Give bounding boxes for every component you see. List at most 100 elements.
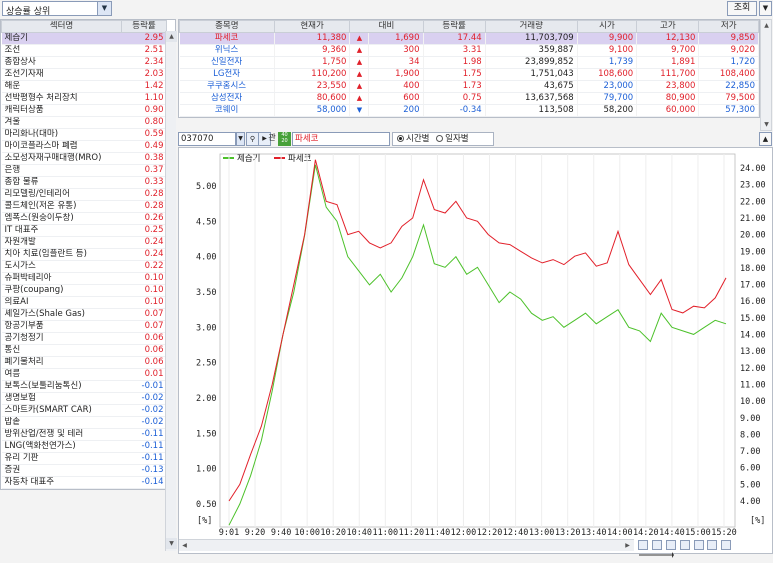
sector-row[interactable]: 유리 기판 -0.11 <box>1 452 167 465</box>
col-header-sector[interactable]: 섹터명 <box>1 20 122 33</box>
collapse-up-icon[interactable]: ▲ <box>759 132 772 146</box>
chart-horizontal-scrollbar[interactable]: ◀ ▶ <box>179 539 634 551</box>
sector-row[interactable]: 조선 2.51 <box>1 44 167 57</box>
sector-row[interactable]: 제습기 2.95 <box>1 32 167 45</box>
sector-row[interactable]: 선박평형수 처리장치 1.10 <box>1 92 167 105</box>
col-header-price[interactable]: 현재가 <box>273 20 351 33</box>
sector-row[interactable]: 보톡스(보툴리눔톡신) -0.01 <box>1 380 167 393</box>
sector-row[interactable]: 항공기부품 0.07 <box>1 320 167 333</box>
chevron-down-icon[interactable]: ▼ <box>236 132 245 146</box>
stock-low: 22,850 <box>698 80 759 93</box>
radio-day[interactable] <box>436 135 444 142</box>
sector-row[interactable]: 종합 물류 0.33 <box>1 176 167 189</box>
sector-rate: 0.10 <box>121 296 167 309</box>
left-axis-unit: [%] <box>197 516 212 526</box>
sector-row[interactable]: 해운 1.42 <box>1 80 167 93</box>
radio-time[interactable] <box>397 135 404 142</box>
search-button[interactable]: 조회 <box>727 1 757 16</box>
sector-row[interactable]: 증권 -0.13 <box>1 464 167 477</box>
sector-rate: 0.06 <box>121 356 167 369</box>
radio-day-label[interactable]: 일자별 <box>445 134 469 144</box>
stock-row[interactable]: 삼성전자 80,600 ▲ 600 0.75 13,637,568 79,700 80,900… <box>179 92 759 105</box>
sector-row[interactable]: 종합상사 2.34 <box>1 56 167 69</box>
sector-row[interactable]: 통신 0.06 <box>1 344 167 357</box>
sector-row[interactable]: 자원개발 0.24 <box>1 236 167 249</box>
col-header-change[interactable]: 대비 <box>349 20 424 33</box>
sector-row[interactable]: 밥솥 -0.02 <box>1 416 167 429</box>
sector-row[interactable]: 치아 치료(임플란트 등) 0.24 <box>1 248 167 261</box>
sector-row[interactable]: 의료AI 0.10 <box>1 296 167 309</box>
stock-row[interactable]: 코웨이 58,000 ▼ 200 -0.34 113,508 58,200 60,000 57,… <box>179 104 759 117</box>
sector-name: 유리 기판 <box>1 452 122 465</box>
stock-code-input[interactable]: 037070 <box>178 132 236 146</box>
sector-row[interactable]: 마이코플라스마 폐렴 0.49 <box>1 140 167 153</box>
chart-type-icon[interactable]: 40 20 <box>278 132 291 146</box>
stock-low: 57,300 <box>698 104 759 117</box>
play-icon[interactable] <box>638 540 648 550</box>
sector-row[interactable]: 폐기물처리 0.06 <box>1 356 167 369</box>
sector-row[interactable]: 캐릭터상품 0.90 <box>1 104 167 117</box>
col-header-stock-name[interactable]: 종목명 <box>179 20 275 33</box>
sector-row[interactable]: LNG(액화천연가스) -0.11 <box>1 440 167 453</box>
sector-row[interactable]: 셰일가스(Shale Gas) 0.07 <box>1 308 167 321</box>
left-axis-tick: 1.00 <box>196 465 216 475</box>
right-axis-tick: 7.00 <box>740 447 760 457</box>
scroll-down-icon[interactable]: ▼ <box>764 121 769 128</box>
sector-row[interactable]: 쿠팡(coupang) 0.10 <box>1 284 167 297</box>
sector-row[interactable]: 은행 0.37 <box>1 164 167 177</box>
col-header-rate[interactable]: 등락률 <box>121 20 167 33</box>
arrow-line-icon[interactable] <box>638 550 674 560</box>
sector-row[interactable]: 마리화나(대마) 0.59 <box>1 128 167 141</box>
sector-rate: 0.24 <box>121 236 167 249</box>
magnifier-icon[interactable] <box>693 540 704 550</box>
sector-row[interactable]: 도시가스 0.22 <box>1 260 167 273</box>
gwan-button[interactable]: 관 <box>268 133 276 142</box>
stock-name-field[interactable]: 파세코 <box>292 132 390 146</box>
zoom-out-icon[interactable] <box>679 540 690 550</box>
comparison-chart: 제습기 파세코 5.00 4.50 4.00 3.50 3.00 2.50 2.00 1.50 1… <box>178 147 773 554</box>
scroll-up-icon[interactable]: ▲ <box>166 31 177 42</box>
sector-row[interactable]: 엠폭스(원숭이두창) 0.26 <box>1 212 167 225</box>
stock-row[interactable]: 신일전자 1,750 ▲ 34 1.98 23,899,852 1,739 1,891 1,72… <box>179 56 759 69</box>
stock-row[interactable]: 위닉스 9,360 ▲ 300 3.31 359,887 9,100 9,700 9,020 <box>179 44 759 57</box>
sector-row[interactable]: 콜드체인(저온 유통) 0.28 <box>1 200 167 213</box>
col-header-open[interactable]: 시가 <box>576 20 638 33</box>
play-icon[interactable]: ▶ <box>258 132 271 146</box>
radio-time-label[interactable]: 시간별 <box>406 134 430 144</box>
list-icon[interactable] <box>707 540 718 550</box>
col-header-low[interactable]: 저가 <box>698 20 759 33</box>
stock-table-scrollbar[interactable]: ▲ ▼ <box>760 19 772 131</box>
chevron-down-icon[interactable]: ▼ <box>97 2 111 15</box>
menu-dropdown-button[interactable]: ▼ <box>759 1 772 16</box>
sector-row[interactable]: 겨울 0.80 <box>1 116 167 129</box>
sector-row[interactable]: 자동차 대표주 -0.14 <box>1 476 167 489</box>
sector-row[interactable]: 방위산업/전쟁 및 테러 -0.11 <box>1 428 167 441</box>
sector-row[interactable]: 리모델링/인테리어 0.28 <box>1 188 167 201</box>
sector-name: 콜드체인(저온 유통) <box>1 200 122 213</box>
stock-row[interactable]: LG전자 110,200 ▲ 1,900 1.75 1,751,043 108,600 111… <box>179 68 759 81</box>
scroll-down-icon[interactable]: ▼ <box>166 538 177 549</box>
sector-row[interactable]: 공기청정기 0.06 <box>1 332 167 345</box>
scroll-right-icon[interactable]: ▶ <box>625 542 630 549</box>
filter-select[interactable]: 상승률 상위 ▼ <box>2 1 112 17</box>
sector-row[interactable]: 여름 0.01 <box>1 368 167 381</box>
sector-row[interactable]: 조선기자재 2.03 <box>1 68 167 81</box>
sector-row[interactable]: 생명보험 -0.02 <box>1 392 167 405</box>
sector-row[interactable]: 스마트카(SMART CAR) -0.02 <box>1 404 167 417</box>
sector-row[interactable]: 슈퍼박테리아 0.10 <box>1 272 167 285</box>
zoom-in-icon[interactable] <box>651 540 662 550</box>
col-header-volume[interactable]: 거래량 <box>484 20 578 33</box>
sector-name: 제습기 <box>1 32 122 45</box>
stock-row[interactable]: 쿠쿠홈시스 23,550 ▲ 400 1.73 43,675 23,000 23,800 22,… <box>179 80 759 93</box>
stock-row[interactable]: 파세코 11,380 ▲ 1,690 17.44 11,703,709 9,900 12,13… <box>179 32 759 45</box>
sector-row[interactable]: IT 대표주 0.25 <box>1 224 167 237</box>
pen-icon[interactable] <box>665 540 676 550</box>
scroll-up-icon[interactable]: ▲ <box>764 22 769 29</box>
col-header-high[interactable]: 고가 <box>636 20 700 33</box>
settings-icon[interactable] <box>721 540 732 550</box>
col-header-rate[interactable]: 등락률 <box>422 20 486 33</box>
sector-table-scrollbar[interactable]: ▲ ▼ <box>165 31 177 551</box>
sector-name: 겨울 <box>1 116 122 129</box>
sector-row[interactable]: 소모성자재구매대행(MRO) 0.38 <box>1 152 167 165</box>
scroll-left-icon[interactable]: ◀ <box>182 542 187 549</box>
